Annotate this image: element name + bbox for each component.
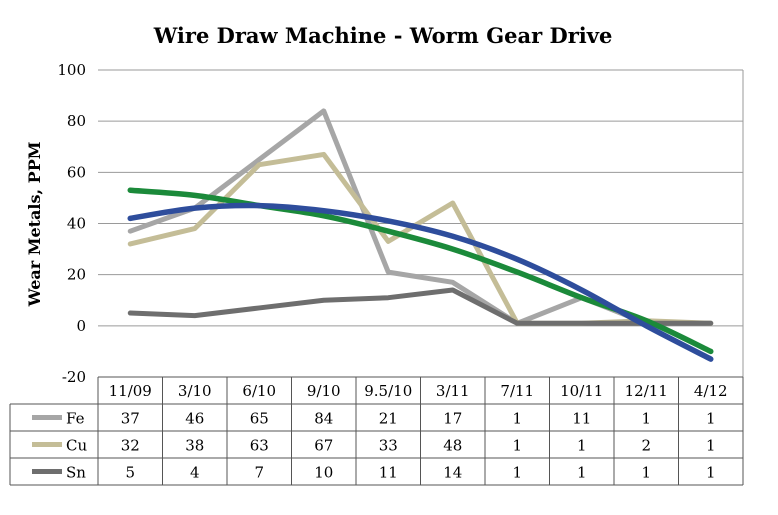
- table-cell-fe: 65: [250, 410, 269, 428]
- table-cell-sn: 1: [706, 464, 716, 482]
- table-cell-sn: 1: [577, 464, 587, 482]
- table-cell-cu: 67: [314, 437, 333, 455]
- y-tick-label: 0: [76, 317, 86, 335]
- x-category-label: 11/09: [109, 382, 152, 400]
- table-cell-fe: 37: [121, 410, 140, 428]
- table-cell-sn: 14: [443, 464, 462, 482]
- x-category-label: 7/11: [500, 382, 534, 400]
- y-tick-label: 60: [67, 163, 86, 181]
- x-category-label: 12/11: [625, 382, 668, 400]
- table-cell-cu: 63: [250, 437, 269, 455]
- y-tick-label: 80: [67, 112, 86, 130]
- table-cell-fe: 46: [185, 410, 204, 428]
- table-cell-cu: 32: [121, 437, 140, 455]
- y-tick-label: -20: [62, 368, 86, 386]
- table-cell-fe: 11: [572, 410, 591, 428]
- data-table: 11/09 3/10 6/10 9/10 9.5/10 3/11 7/11 10/11 12/1…: [9, 376, 744, 486]
- table-cell-cu: 33: [379, 437, 398, 455]
- y-tick-label: 100: [57, 61, 86, 79]
- legend-label-cu: Cu: [66, 437, 87, 455]
- table-cell-sn: 4: [190, 464, 200, 482]
- trendline-1: [127, 187, 714, 355]
- y-tick-label: 20: [67, 266, 86, 284]
- x-category-label: 3/11: [436, 382, 470, 400]
- table-cell-sn: 1: [512, 464, 522, 482]
- x-category-label: 3/10: [178, 382, 212, 400]
- trendline-2: [127, 202, 714, 362]
- table-cell-sn: 11: [379, 464, 398, 482]
- table-cell-fe: 21: [379, 410, 398, 428]
- x-category-label: 9.5/10: [364, 382, 412, 400]
- table-cell-fe: 17: [443, 410, 462, 428]
- x-category-label: 6/10: [242, 382, 276, 400]
- x-category-label: 4/12: [694, 382, 728, 400]
- table-cell-cu: 48: [443, 437, 462, 455]
- chart-title: Wire Draw Machine - Worm Gear Drive: [153, 23, 613, 48]
- x-category-label: 9/10: [307, 382, 341, 400]
- series-line-sn: [127, 287, 714, 326]
- table-cell-fe: 84: [314, 410, 333, 428]
- table-cell-fe: 1: [706, 410, 716, 428]
- gridlines: [98, 69, 744, 378]
- table-cell-sn: 7: [254, 464, 264, 482]
- table-cell-sn: 5: [125, 464, 135, 482]
- trendlines: [127, 187, 714, 362]
- y-axis-label: Wear Metals, PPM: [25, 142, 44, 308]
- table-cell-cu: 1: [512, 437, 522, 455]
- table-cell-fe: 1: [641, 410, 651, 428]
- table-cell-sn: 1: [641, 464, 651, 482]
- legend-label-sn: Sn: [66, 464, 86, 482]
- legend-label-fe: Fe: [66, 410, 85, 428]
- table-cell-cu: 38: [185, 437, 204, 455]
- series-lines: [127, 108, 714, 326]
- table-cell-sn: 10: [314, 464, 333, 482]
- x-category-label: 10/11: [560, 382, 603, 400]
- y-axis-ticks: -20 0 20 40 60 80 100: [57, 61, 86, 386]
- table-cell-cu: 1: [577, 437, 587, 455]
- y-tick-label: 40: [67, 215, 86, 233]
- table-cell-cu: 2: [641, 437, 651, 455]
- table-cell-cu: 1: [706, 437, 716, 455]
- table-cell-fe: 1: [512, 410, 522, 428]
